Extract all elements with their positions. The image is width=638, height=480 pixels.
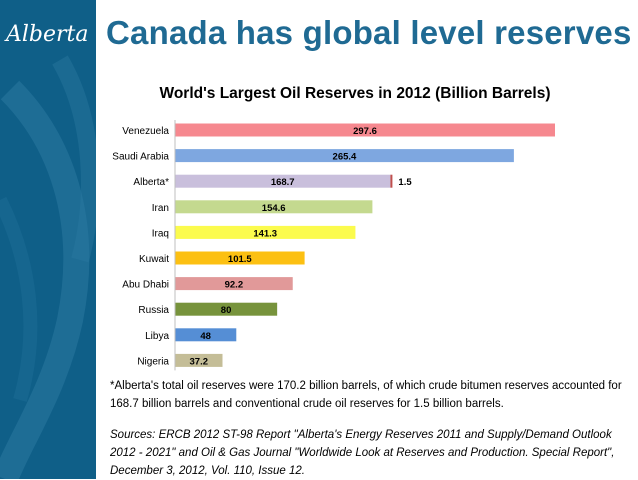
value-label-conventional-alberta: 1.5 — [398, 177, 412, 188]
slide-header — [96, 0, 638, 62]
slide-title: Canada has global level reserves — [106, 14, 632, 51]
value-label-iraq: 141.3 — [253, 228, 277, 239]
chart-title: World's Largest Oil Reserves in 2012 (Bi… — [159, 85, 550, 102]
bar-abu-dhabi — [175, 277, 293, 291]
sources-note: Sources: ERCB 2012 ST-98 Report "Alberta… — [110, 429, 615, 477]
category-label-alberta: Alberta* — [133, 177, 169, 188]
category-label-venezuela: Venezuela — [122, 126, 169, 137]
category-label-libya: Libya — [145, 331, 169, 342]
sidebar-band: Alberta — [0, 0, 96, 479]
bar-russia — [175, 302, 278, 316]
bar-iraq — [175, 225, 356, 239]
value-label-libya: 48 — [200, 331, 211, 342]
bar-alberta — [175, 174, 391, 188]
alberta-logo: Alberta — [6, 22, 89, 47]
bar-libya — [175, 328, 237, 342]
bar-saudi-arabia — [175, 149, 514, 163]
value-label-iran: 154.6 — [262, 203, 286, 214]
value-label-alberta: 168.7 — [271, 177, 295, 188]
value-label-russia: 80 — [221, 305, 232, 316]
alberta-footnote: *Alberta's total oil reserves were 170.2… — [110, 380, 622, 410]
bar-nigeria — [175, 353, 223, 367]
value-label-abu-dhabi: 92.2 — [225, 280, 244, 291]
bar-kuwait — [175, 251, 305, 265]
category-label-russia: Russia — [138, 305, 169, 316]
category-label-kuwait: Kuwait — [139, 254, 169, 265]
category-label-iraq: Iraq — [152, 228, 169, 239]
category-label-saudi-arabia: Saudi Arabia — [112, 152, 169, 163]
bar-iran — [175, 200, 373, 214]
value-label-nigeria: 37.2 — [190, 356, 209, 367]
bar-venezuela — [175, 123, 555, 137]
sidebar-swirl-decoration — [0, 55, 96, 479]
category-label-iran: Iran — [152, 203, 169, 214]
value-label-venezuela: 297.6 — [353, 126, 377, 137]
bar-segment-conventional-alberta — [390, 174, 393, 188]
category-label-abu-dhabi: Abu Dhabi — [122, 280, 169, 291]
category-label-nigeria: Nigeria — [137, 356, 169, 367]
value-label-kuwait: 101.5 — [228, 254, 252, 265]
value-label-saudi-arabia: 265.4 — [333, 152, 357, 163]
